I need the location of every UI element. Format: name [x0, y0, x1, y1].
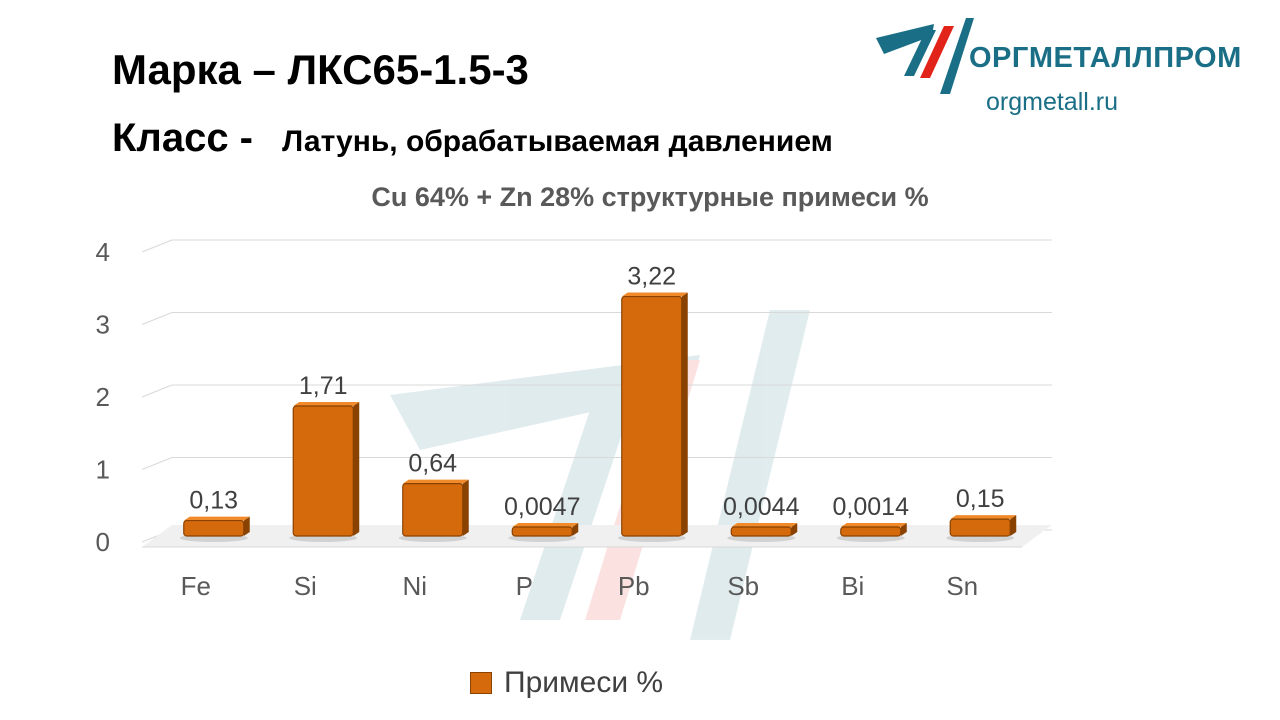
chart-title: Cu 64% + Zn 28% структурные примеси % — [371, 182, 929, 212]
bar-top — [293, 402, 360, 407]
bar-side — [791, 523, 798, 536]
data-label: 0,0014 — [833, 493, 910, 521]
bar-side — [462, 479, 469, 536]
x-tick-label: Sb — [727, 571, 759, 601]
data-label: 0,15 — [956, 485, 1005, 513]
bar-top — [402, 479, 469, 484]
company-logo: ОРГМЕТАЛЛПРОМ orgmetall.ru — [874, 16, 1254, 126]
class-title: Класс - Латунь, обрабатываемая давлением — [112, 116, 833, 161]
bar-top — [512, 523, 579, 527]
bar — [402, 483, 464, 537]
bar-side — [243, 516, 250, 536]
y-tick-label: 4 — [96, 237, 110, 267]
bar — [621, 295, 683, 537]
bar — [949, 518, 1011, 537]
data-label: 0,0047 — [504, 493, 580, 521]
data-label: 0,13 — [189, 487, 238, 515]
data-label: 0,64 — [408, 450, 457, 478]
bars — [179, 292, 1017, 542]
bar-top — [731, 523, 798, 527]
grid-line-diag — [141, 457, 173, 470]
x-tick-label: Pb — [618, 571, 650, 601]
bar — [511, 526, 573, 537]
logo-url[interactable]: orgmetall.ru — [986, 88, 1118, 116]
x-tick-label: Sn — [946, 571, 978, 601]
bar-top — [621, 292, 688, 297]
x-tick-label: Ni — [402, 571, 427, 601]
bar — [840, 526, 902, 537]
y-axis: 0 1 2 3 4 — [96, 237, 110, 557]
y-tick-label: 3 — [96, 310, 110, 340]
x-axis: Fe Si Ni P Pb Sb Bi Sn — [181, 571, 979, 601]
data-label: 0,0044 — [723, 493, 800, 521]
x-tick-label: Bi — [841, 571, 864, 601]
class-label: Класс - — [112, 116, 265, 160]
grid-line-diag — [141, 384, 173, 398]
legend-label: Примеси % — [504, 666, 664, 699]
y-tick-label: 1 — [96, 455, 110, 485]
bar — [730, 526, 792, 537]
grid-line-diag — [141, 312, 173, 325]
logo-name: ОРГМЕТАЛЛПРОМ — [969, 42, 1242, 74]
data-label: 1,71 — [299, 372, 348, 400]
legend-swatch — [470, 672, 492, 694]
bar — [183, 519, 245, 537]
legend: Примеси % — [470, 666, 663, 700]
brand-value: ЛКС65-1.5-3 — [287, 46, 529, 93]
x-tick-label: Fe — [181, 571, 211, 601]
brand-label: Марка – — [112, 46, 288, 93]
bar-side — [681, 292, 688, 536]
bar-side — [572, 523, 579, 536]
chart-floor — [142, 525, 1052, 547]
data-label: 3,22 — [627, 263, 676, 291]
x-tick-label: P — [516, 571, 533, 601]
bar-top — [950, 515, 1017, 520]
y-tick-label: 0 — [96, 527, 110, 557]
class-value: Латунь, обрабатываемая давлением — [282, 125, 833, 158]
bar-side — [1010, 515, 1017, 536]
data-labels: 0,13 1,71 0,64 0,0047 3,22 0,0044 0,0014 0,15 — [189, 263, 1004, 521]
x-tick-label: Si — [294, 571, 317, 601]
grid-line-diag — [141, 239, 173, 253]
bar-top — [840, 523, 907, 527]
bar — [292, 405, 354, 537]
brand-title: Марка – ЛКС65-1.5-3 — [112, 46, 529, 94]
logo-mark-icon — [876, 18, 974, 94]
bar-side — [353, 402, 360, 536]
bar-side — [900, 523, 907, 536]
y-tick-label: 2 — [96, 382, 110, 412]
bar-top — [183, 516, 250, 521]
